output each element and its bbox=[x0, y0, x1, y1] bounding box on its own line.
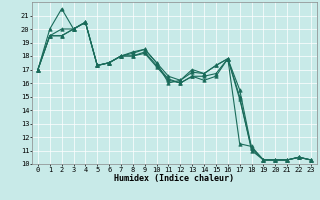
X-axis label: Humidex (Indice chaleur): Humidex (Indice chaleur) bbox=[115, 174, 234, 183]
